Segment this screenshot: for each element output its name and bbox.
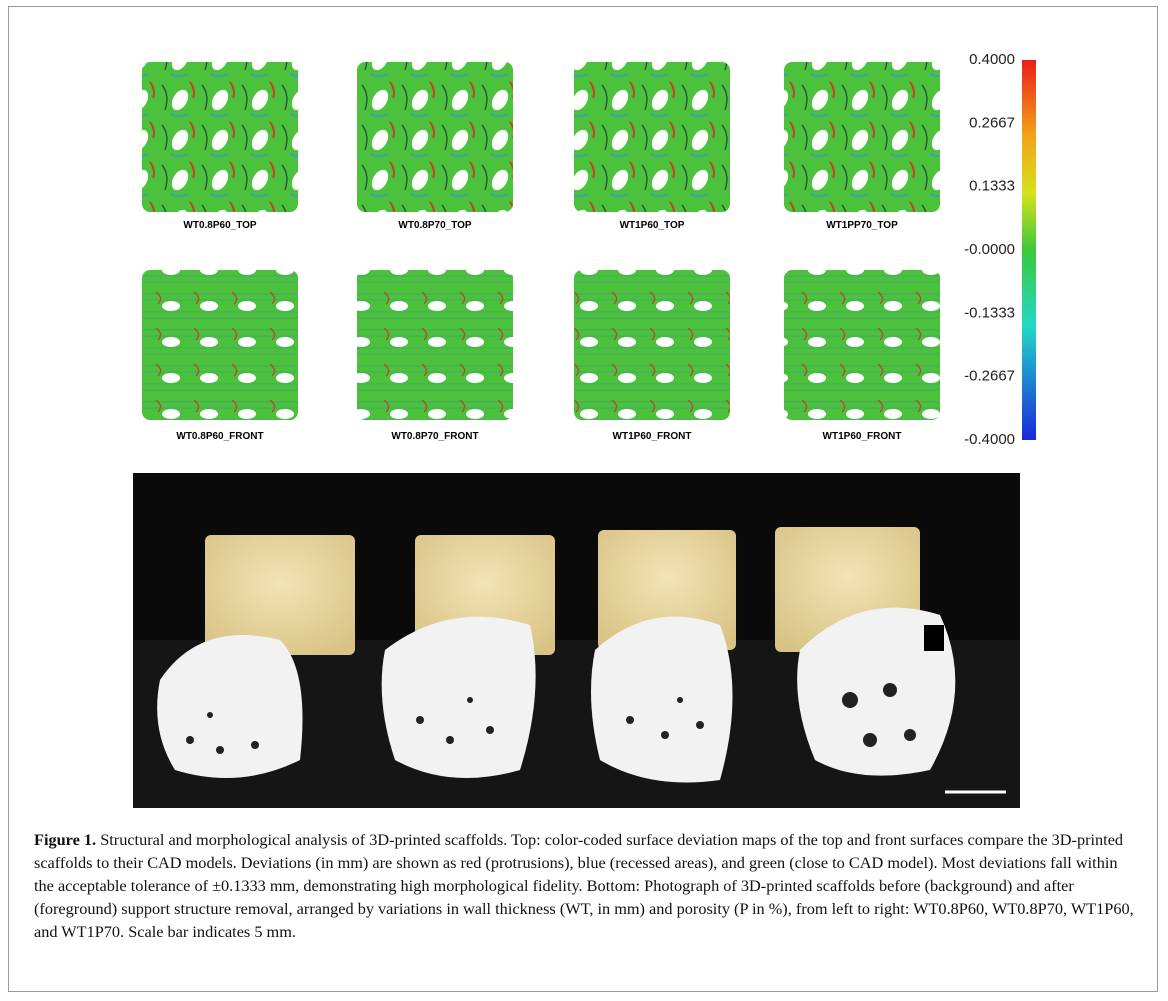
- deviation-map: [357, 62, 513, 212]
- figure: WT0.8P60_TOP WT0.8P70_TOP WT1P60_TOP WT1PP7…: [0, 0, 1168, 820]
- panel-label: WT1PP70_TOP: [826, 220, 898, 231]
- panel-label: WT1P60_FRONT: [823, 431, 902, 442]
- colorbar-tick-label: 0.1333: [969, 178, 1015, 195]
- panel-label: WT0.8P70_FRONT: [391, 431, 478, 442]
- colorbar-tick-label: 0.2667: [969, 114, 1015, 131]
- caption: Figure 1. Structural and morphological a…: [34, 828, 1139, 943]
- caption-text: Structural and morphological analysis of…: [34, 830, 1134, 941]
- colorbar-tick-label: -0.0000: [964, 241, 1015, 258]
- deviation-map: [784, 270, 940, 420]
- panel-label: WT0.8P60_TOP: [183, 220, 257, 231]
- caption-label: Figure 1.: [34, 830, 96, 849]
- deviation-map: [142, 62, 298, 212]
- panel-label: WT1P60_FRONT: [613, 431, 692, 442]
- deviation-map: [574, 270, 730, 420]
- photo: [133, 473, 1020, 808]
- page: WT0.8P60_TOP WT0.8P70_TOP WT1P60_TOP WT1PP7…: [0, 0, 1168, 1001]
- panel-label: WT1P60_TOP: [620, 220, 685, 231]
- panel-label: WT0.8P60_FRONT: [176, 431, 263, 442]
- colorbar-tick-label: -0.4000: [964, 431, 1015, 448]
- colorbar-tick-label: -0.2667: [964, 368, 1015, 385]
- deviation-map: [574, 62, 730, 212]
- deviation-map: [142, 270, 298, 420]
- deviation-map: [784, 62, 940, 212]
- panel-label: WT0.8P70_TOP: [398, 220, 472, 231]
- deviation-map: [357, 270, 513, 420]
- colorbar-tick-label: -0.1333: [964, 304, 1015, 321]
- colorbar-tick-label: 0.4000: [969, 51, 1015, 68]
- colorbar: [1022, 60, 1036, 440]
